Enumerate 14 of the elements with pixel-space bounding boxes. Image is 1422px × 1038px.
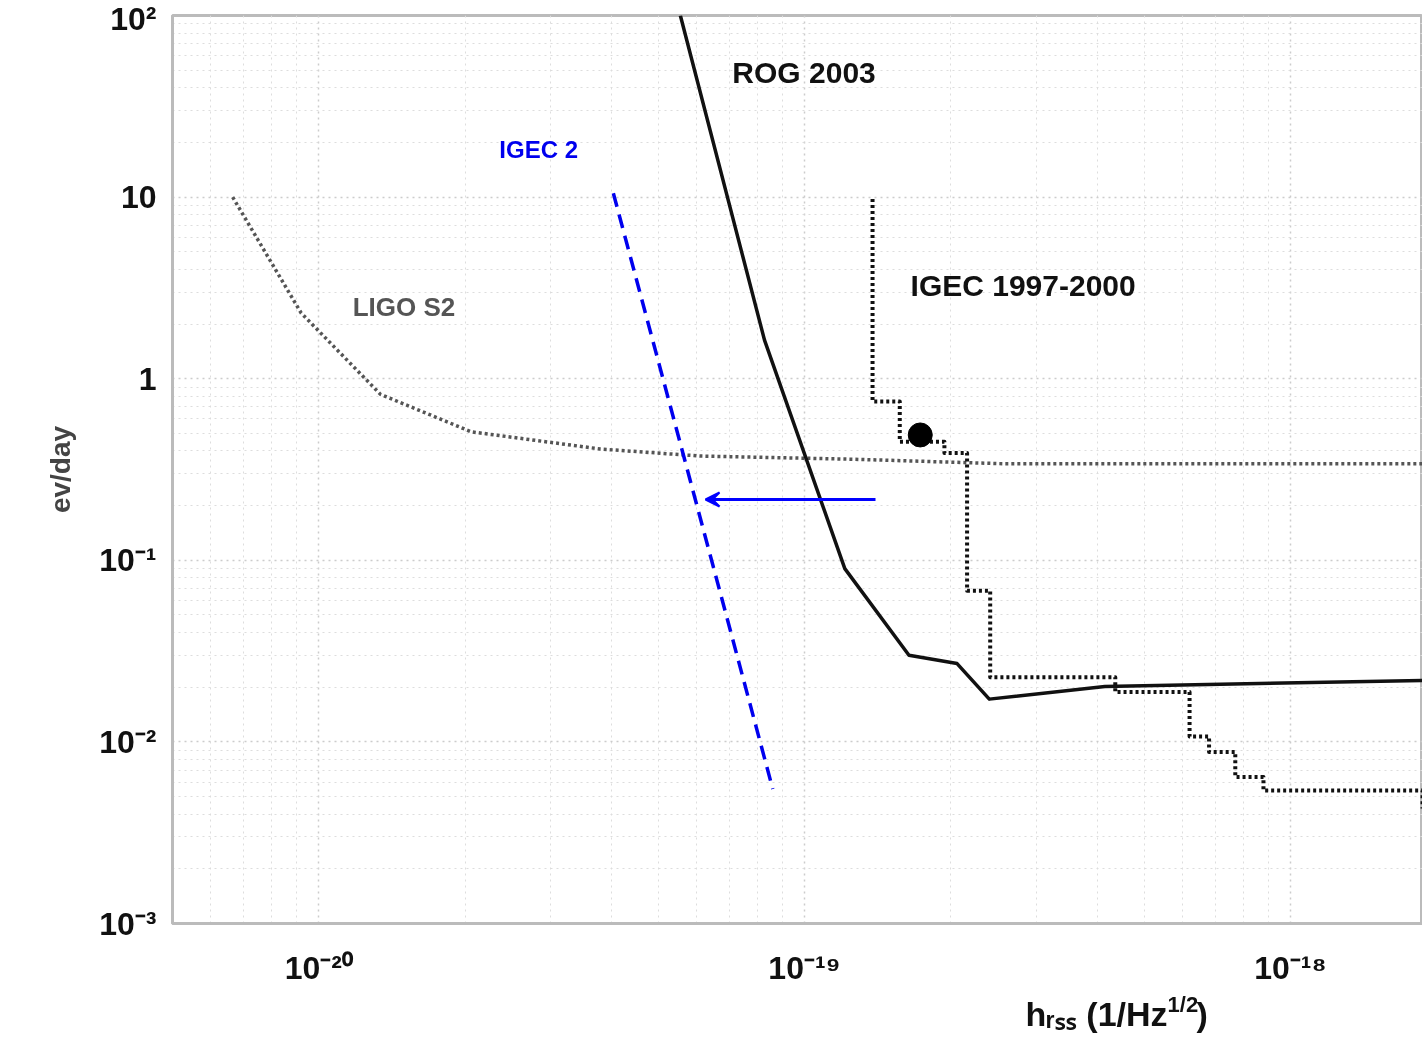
x-tick-label: 10⁻²⁰ <box>284 949 354 986</box>
series-label: LIGO S2 <box>352 292 456 323</box>
y-tick-label: 10² <box>110 0 157 37</box>
series-label: ROG 2003 <box>732 56 876 89</box>
y-tick-label: 10⁻³ <box>99 905 157 942</box>
x-tick-label: 10⁻¹⁹ <box>768 949 841 986</box>
y-tick-label: 10⁻¹ <box>99 542 157 579</box>
series-label: IGEC 1997-2000 <box>910 268 1136 302</box>
series-label: IGEC 2 <box>499 135 579 163</box>
y-axis-title: ev/day <box>45 425 77 514</box>
x-tick-label: 10⁻¹⁸ <box>1254 949 1327 986</box>
y-tick-label: 10⁻² <box>99 723 157 760</box>
y-tick-label: 1 <box>138 360 157 397</box>
y-tick-label: 10 <box>120 179 157 216</box>
